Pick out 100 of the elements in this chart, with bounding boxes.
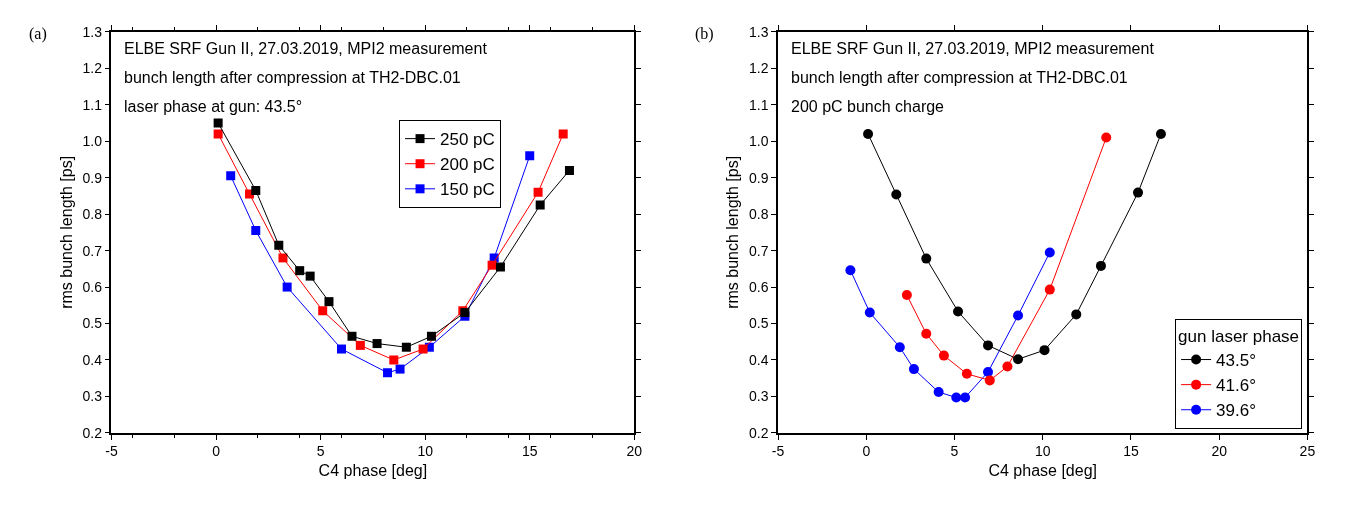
point <box>960 392 971 403</box>
point <box>383 368 393 378</box>
y-tick-label: 1.1 <box>749 96 769 113</box>
point <box>395 364 405 374</box>
x-tick-label: 15 <box>1123 443 1139 460</box>
point <box>1013 354 1024 365</box>
point <box>274 240 284 250</box>
x-tick-label: 10 <box>1034 443 1051 460</box>
annotation: ELBE SRF Gun II, 27.03.2019, MPI2 measurement <box>124 40 488 57</box>
y-tick-label: 0.7 <box>749 242 769 259</box>
point <box>495 262 505 272</box>
point <box>894 342 905 353</box>
y-tick-label: 0.6 <box>749 278 769 295</box>
point <box>864 307 875 318</box>
x-tick-label: 25 <box>1299 443 1316 460</box>
y-tick-label: 0.9 <box>749 169 769 186</box>
y-tick-label: 0.9 <box>82 169 103 186</box>
chart-title: (b) <box>695 25 714 43</box>
y-tick-label: 0.2 <box>82 424 103 441</box>
point <box>1044 284 1055 295</box>
legend-label: 200 pC <box>440 155 495 175</box>
point <box>921 253 932 264</box>
annotation: 200 pC bunch charge <box>791 98 945 115</box>
point <box>324 297 334 307</box>
point <box>984 375 995 386</box>
point <box>983 367 994 378</box>
point <box>213 129 223 139</box>
point <box>278 253 288 263</box>
x-tick-label: 5 <box>950 443 959 460</box>
x-tick-label: -5 <box>105 443 118 460</box>
y-tick-label: 1.2 <box>749 60 769 77</box>
y-tick-label: 0.8 <box>82 206 103 223</box>
point <box>487 260 497 270</box>
annotation: laser phase at gun: 43.5° <box>124 98 303 115</box>
point <box>1002 361 1013 372</box>
x-tick-label: 20 <box>626 443 643 460</box>
point <box>226 171 236 181</box>
y-tick-label: 0.8 <box>749 206 769 223</box>
point <box>938 350 949 361</box>
point <box>251 185 261 195</box>
y-tick-label: 0.3 <box>749 388 769 405</box>
point <box>305 271 315 281</box>
point <box>533 187 543 197</box>
point <box>558 129 568 139</box>
point <box>251 226 261 236</box>
point <box>863 128 874 139</box>
point <box>1044 247 1055 258</box>
x-axis-title: C4 phase [deg] <box>318 461 428 479</box>
y-tick-label: 1.1 <box>82 96 103 113</box>
x-tick-label: 0 <box>212 443 221 460</box>
x-axis-title: C4 phase [deg] <box>988 461 1097 479</box>
point <box>535 200 545 210</box>
point <box>1155 128 1166 139</box>
point <box>564 165 574 175</box>
point <box>295 266 305 276</box>
point <box>418 344 428 354</box>
point <box>525 151 535 161</box>
point <box>1013 310 1024 321</box>
y-tick-label: 1.3 <box>749 23 769 40</box>
point <box>318 306 328 316</box>
x-tick-label: 20 <box>1211 443 1228 460</box>
point <box>908 364 919 375</box>
y-tick-label: 0.5 <box>749 315 769 332</box>
point <box>347 331 357 341</box>
y-axis-title: rms bunch length [ps] <box>57 155 75 309</box>
point <box>337 344 347 354</box>
point <box>961 368 972 379</box>
x-tick-label: -5 <box>771 443 785 460</box>
point <box>401 342 411 352</box>
point <box>891 189 902 200</box>
point <box>389 355 399 365</box>
point <box>845 265 856 276</box>
point <box>282 282 292 292</box>
annotation: bunch length after compression at TH2-DBC.01 <box>791 69 1128 86</box>
y-tick-label: 1.0 <box>749 133 769 150</box>
y-tick-label: 0.5 <box>82 315 103 332</box>
y-tick-label: 0.7 <box>82 242 103 259</box>
y-tick-label: 1.0 <box>82 133 103 150</box>
point <box>933 387 944 398</box>
point <box>901 290 912 301</box>
point <box>1071 309 1082 320</box>
point <box>426 331 436 341</box>
x-tick-label: 15 <box>521 443 538 460</box>
legend-label: 39.6° <box>1216 401 1256 421</box>
y-tick-label: 0.2 <box>749 424 769 441</box>
y-tick-label: 0.4 <box>82 351 103 368</box>
point <box>1095 260 1106 271</box>
legend-label: 43.5° <box>1216 351 1256 371</box>
y-axis-title: rms bunch length [ps] <box>724 155 742 309</box>
y-tick-label: 0.3 <box>82 388 103 405</box>
chart-title: (a) <box>29 25 47 43</box>
point <box>1133 187 1144 198</box>
y-tick-label: 1.2 <box>82 60 103 77</box>
legend-title: gun laser phase <box>1178 326 1300 346</box>
point <box>355 340 365 350</box>
legend-label: 250 pC <box>440 130 495 150</box>
point <box>953 306 964 317</box>
point <box>1101 132 1112 143</box>
annotation: ELBE SRF Gun II, 27.03.2019, MPI2 measurement <box>791 40 1155 57</box>
x-tick-label: 0 <box>862 443 871 460</box>
